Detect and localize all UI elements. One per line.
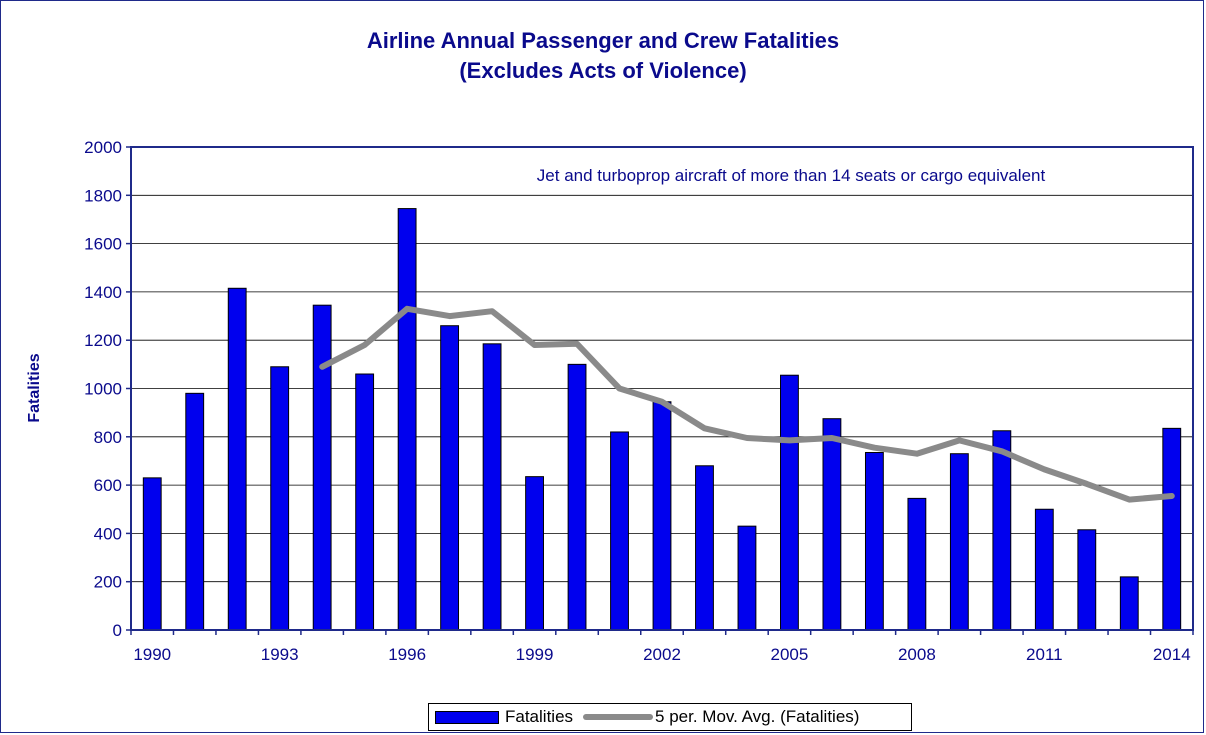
bar-1993 (270, 366, 290, 631)
y-tick-label-400: 400 (94, 524, 122, 543)
bar-2010 (992, 430, 1012, 631)
y-tick-label-600: 600 (94, 476, 122, 495)
x-tick-label-2002: 2002 (643, 645, 681, 664)
legend-swatch-moving-average (583, 714, 654, 720)
x-tick-label-1990: 1990 (133, 645, 171, 664)
axes (126, 146, 1194, 635)
x-tick-label-2011: 2011 (1026, 645, 1063, 664)
legend-label-moving-average: 5 per. Mov. Avg. (Fatalities) (655, 707, 860, 726)
bar-2002 (652, 401, 672, 631)
bar-2004 (737, 525, 757, 631)
x-tick-label-1996: 1996 (388, 645, 426, 664)
y-tick-label-1600: 1600 (84, 235, 122, 254)
chart-title-line2: (Excludes Acts of Violence) (459, 58, 747, 83)
chart-title: Airline Annual Passenger and Crew Fatali… (0, 26, 1206, 86)
legend-label-fatalities: Fatalities (505, 707, 574, 726)
moving-average-line (319, 305, 1175, 503)
bar-2013 (1119, 576, 1139, 631)
bar-2001 (610, 431, 629, 631)
y-tick-label-2000: 2000 (84, 138, 122, 157)
y-tick-label-1400: 1400 (84, 283, 122, 302)
bar-2014 (1162, 427, 1182, 631)
bar-1992 (227, 287, 247, 631)
legend: Fatalities 5 per. Mov. Avg. (Fatalities) (428, 703, 912, 731)
bar-1990 (142, 477, 162, 631)
bar-1994 (312, 304, 332, 631)
bar-2011 (1034, 508, 1054, 631)
line-series (319, 305, 1175, 503)
bar-series (142, 208, 1182, 631)
bar-1999 (525, 476, 544, 631)
x-tick-label-2014: 2014 (1153, 645, 1191, 664)
y-tick-label-800: 800 (94, 428, 122, 447)
bar-1997 (440, 325, 460, 631)
bar-2005 (780, 374, 799, 631)
x-tick-label-2008: 2008 (898, 645, 936, 664)
chart-annotation: Jet and turboprop aircraft of more than … (537, 166, 1046, 185)
legend-swatch-fatalities (435, 710, 499, 724)
bar-1996 (397, 208, 417, 631)
bar-1991 (185, 392, 205, 631)
bar-1998 (482, 343, 502, 631)
bar-2003 (695, 465, 714, 631)
y-tick-label-200: 200 (94, 573, 122, 592)
bar-2007 (864, 451, 884, 631)
bar-2006 (822, 418, 842, 631)
bar-2000 (567, 363, 587, 631)
y-tick-label-0: 0 (113, 621, 122, 640)
x-tick-label-1993: 1993 (261, 645, 299, 664)
x-tick-label-2005: 2005 (771, 645, 809, 664)
x-tick-labels: 1990 1993 1996 1999 2002 2005 2008 2011 2014 (133, 645, 1190, 664)
bar-2009 (949, 453, 969, 631)
chart-title-line1: Airline Annual Passenger and Crew Fatali… (366, 28, 840, 53)
y-tick-label-1200: 1200 (84, 331, 122, 350)
x-tick-label-1999: 1999 (516, 645, 554, 664)
y-tick-label-1000: 1000 (84, 380, 122, 399)
y-tick-label-1800: 1800 (84, 186, 122, 205)
bar-2008 (907, 497, 927, 631)
bar-1995 (355, 373, 375, 631)
bar-2012 (1077, 529, 1097, 631)
y-tick-labels: 0 200 400 600 800 1000 1200 1400 1600 1800 2000 (84, 138, 122, 640)
